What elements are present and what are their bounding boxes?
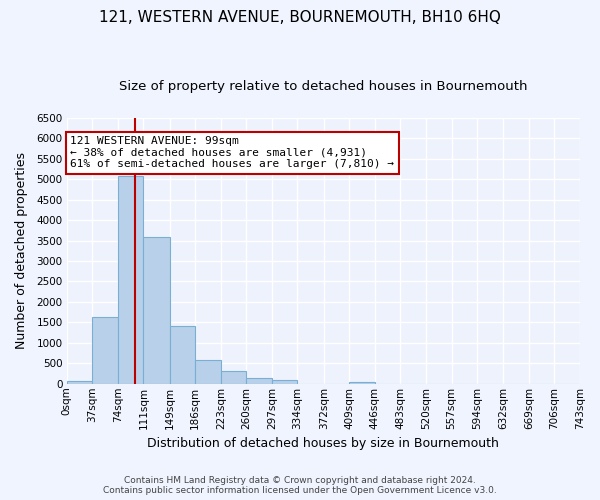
Bar: [195, 360, 221, 384]
Bar: [247, 378, 272, 384]
Text: 121, WESTERN AVENUE, BOURNEMOUTH, BH10 6HQ: 121, WESTERN AVENUE, BOURNEMOUTH, BH10 6…: [99, 10, 501, 25]
Y-axis label: Number of detached properties: Number of detached properties: [15, 152, 28, 350]
Bar: [118, 176, 143, 384]
X-axis label: Distribution of detached houses by size in Bournemouth: Distribution of detached houses by size …: [148, 437, 499, 450]
Bar: [67, 382, 92, 384]
Bar: [221, 372, 247, 384]
Bar: [92, 318, 118, 384]
Bar: [272, 380, 298, 384]
Text: Contains HM Land Registry data © Crown copyright and database right 2024.
Contai: Contains HM Land Registry data © Crown c…: [103, 476, 497, 495]
Bar: [170, 326, 195, 384]
Bar: [143, 238, 170, 384]
Title: Size of property relative to detached houses in Bournemouth: Size of property relative to detached ho…: [119, 80, 527, 93]
Text: 121 WESTERN AVENUE: 99sqm
← 38% of detached houses are smaller (4,931)
61% of se: 121 WESTERN AVENUE: 99sqm ← 38% of detac…: [70, 136, 394, 170]
Bar: [349, 382, 375, 384]
